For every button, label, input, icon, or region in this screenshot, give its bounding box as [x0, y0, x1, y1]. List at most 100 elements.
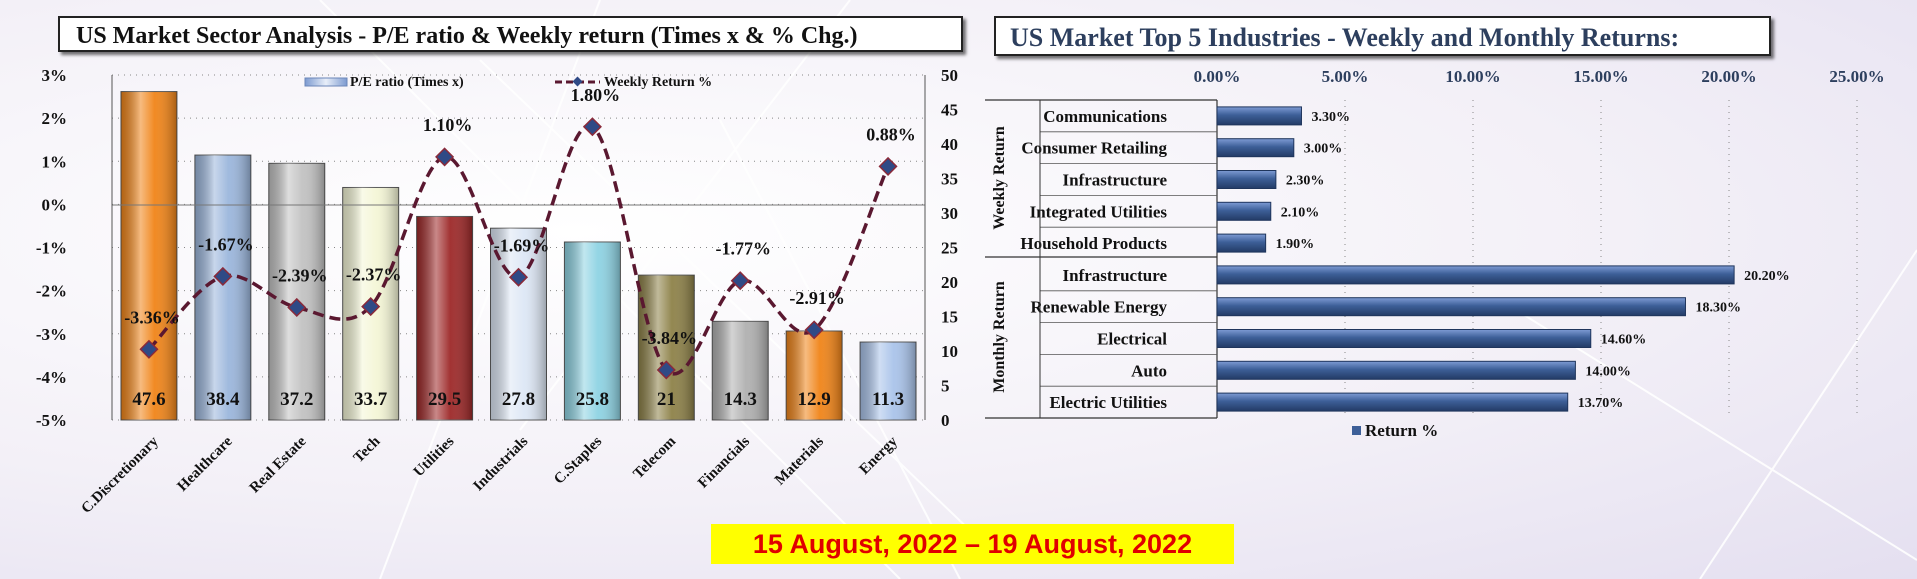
weekly-return-marker	[582, 117, 602, 137]
right-tick-label: 5	[941, 377, 950, 396]
left-tick-label: 2%	[42, 109, 68, 128]
industry-label: Household Products	[1020, 234, 1167, 253]
weekly-return-marker	[213, 266, 233, 286]
category-label: Telecom	[631, 433, 680, 482]
pe-value-labels: 47.6 38.4 37.2 33.7 29.5 27.8 25.8 21 14.3 12.9 11…	[132, 389, 904, 410]
return-bar	[1216, 392, 1569, 412]
industry-label: Infrastructure	[1063, 171, 1168, 190]
category-label: Utilities	[411, 433, 458, 480]
weekly-return-marker	[435, 147, 455, 167]
right-tick-label: 15	[941, 308, 958, 327]
weekly-return-marker	[656, 360, 676, 380]
pe-bar-shine	[638, 275, 695, 420]
x-tick-label: 10.00%	[1445, 67, 1500, 86]
left-tick-label: 1%	[42, 152, 68, 171]
category-label: C.Discretionary	[78, 433, 162, 517]
weekly-return-marker	[139, 339, 159, 359]
group-label-monthly: Monthly Return	[991, 281, 1008, 393]
right-tick-label: 20	[941, 273, 958, 292]
return-bar	[1216, 329, 1592, 348]
industry-label: Auto	[1131, 361, 1167, 380]
left-y-axis-ticks: 3% 2% 1% 0% -1% -2% -3% -4% -5%	[36, 66, 67, 430]
return-value-label: 2.30%	[1286, 174, 1325, 189]
weekly-return-marker	[878, 156, 898, 176]
legend-pe-swatch	[304, 77, 348, 87]
x-tick-label: 25.00%	[1829, 67, 1884, 86]
left-tick-label: -2%	[36, 282, 67, 301]
left-tick-label: 0%	[42, 195, 68, 214]
return-bar	[1216, 106, 1302, 126]
x-axis-ticks: 0.00% 5.00% 10.00% 15.00% 20.00% 25.00%	[1194, 67, 1885, 86]
left-tick-label: -1%	[36, 239, 67, 258]
industry-label: Renewable Energy	[1031, 298, 1168, 317]
return-bar	[1216, 297, 1686, 317]
right-tick-label: 40	[941, 135, 958, 154]
weekly-return-label: -1.67%	[198, 234, 254, 254]
return-bar	[1216, 138, 1295, 158]
right-legend: Return %	[1352, 421, 1438, 440]
category-label: Financials	[695, 433, 753, 491]
industry-label: Electric Utilities	[1049, 393, 1167, 412]
industry-label: Electrical	[1097, 330, 1167, 349]
pe-bar-shine	[860, 342, 917, 420]
return-value-label: 14.00%	[1585, 364, 1631, 379]
pe-value-label: 27.8	[502, 389, 535, 410]
pe-bar-shine	[268, 163, 325, 420]
industry-label: Consumer Retailing	[1021, 139, 1167, 158]
pe-bar-shine	[712, 321, 769, 420]
weekly-return-label: 0.88%	[866, 124, 916, 144]
left-tick-label: -3%	[36, 325, 67, 344]
industry-label: Communications	[1043, 107, 1167, 126]
weekly-return-markers	[139, 117, 898, 380]
return-bar	[1216, 201, 1272, 221]
left-tick-label: 3%	[42, 66, 68, 85]
pe-bar-shine	[786, 330, 843, 420]
return-value-label: 14.60%	[1601, 333, 1647, 348]
return-bar	[1216, 265, 1735, 285]
sector-pe-weekly-chart: 3%2%1%0%-1%-2%-3%-4%-5% 5045403530252015…	[36, 66, 958, 517]
legend-weekly-label: Weekly Return %	[604, 75, 712, 90]
legend-return-swatch	[1352, 426, 1361, 435]
pe-value-label: 21	[657, 389, 676, 410]
category-label: Industrials	[470, 433, 531, 494]
weekly-return-labels: -3.36% -1.67% -2.39% -2.37% 1.10% -1.69% 1.80%…	[124, 85, 916, 348]
pe-value-label: 25.8	[576, 389, 609, 410]
top-industries-chart: 0.00% 5.00% 10.00% 15.00% 20.00% 25.00% Commu…	[985, 67, 1885, 440]
weekly-return-marker	[730, 271, 750, 291]
weekly-return-label: 1.80%	[571, 85, 621, 105]
industry-rows: Communications 3.30% Consumer Retailing 3.0…	[1020, 100, 1790, 418]
weekly-return-label: -2.39%	[272, 265, 328, 285]
return-bar	[1216, 233, 1267, 253]
pe-value-label: 29.5	[428, 389, 461, 410]
right-tick-label: 0	[941, 411, 950, 430]
pe-value-label: 14.3	[724, 389, 757, 410]
weekly-return-label: -3.36%	[124, 307, 180, 327]
industry-label: Infrastructure	[1063, 266, 1168, 285]
left-tick-label: -4%	[36, 368, 67, 387]
return-bar	[1216, 170, 1277, 189]
weekly-return-marker	[804, 320, 824, 340]
weekly-return-label: -2.37%	[346, 265, 402, 285]
return-value-label: 1.90%	[1276, 237, 1315, 252]
category-label: Materials	[772, 433, 827, 488]
return-value-label: 13.70%	[1578, 396, 1624, 411]
x-tick-label: 20.00%	[1701, 67, 1756, 86]
pe-bar-shine	[490, 228, 547, 420]
right-tick-label: 30	[941, 204, 958, 223]
category-label: Healthcare	[174, 433, 235, 494]
pe-value-label: 38.4	[206, 389, 240, 410]
x-tick-label: 0.00%	[1194, 67, 1241, 86]
pe-bar-shine	[416, 216, 473, 420]
category-label: Energy	[857, 433, 902, 478]
right-tick-label: 25	[941, 239, 958, 258]
industry-label: Integrated Utilities	[1030, 202, 1168, 221]
right-tick-label: 35	[941, 170, 958, 189]
right-tick-label: 50	[941, 66, 958, 85]
return-value-label: 2.10%	[1281, 205, 1320, 220]
date-range-banner: 15 August, 2022 – 19 August, 2022	[711, 524, 1234, 564]
weekly-return-label: 1.10%	[423, 115, 473, 135]
pe-value-label: 11.3	[872, 389, 904, 410]
pe-bars	[120, 91, 917, 421]
weekly-return-marker	[508, 267, 529, 287]
